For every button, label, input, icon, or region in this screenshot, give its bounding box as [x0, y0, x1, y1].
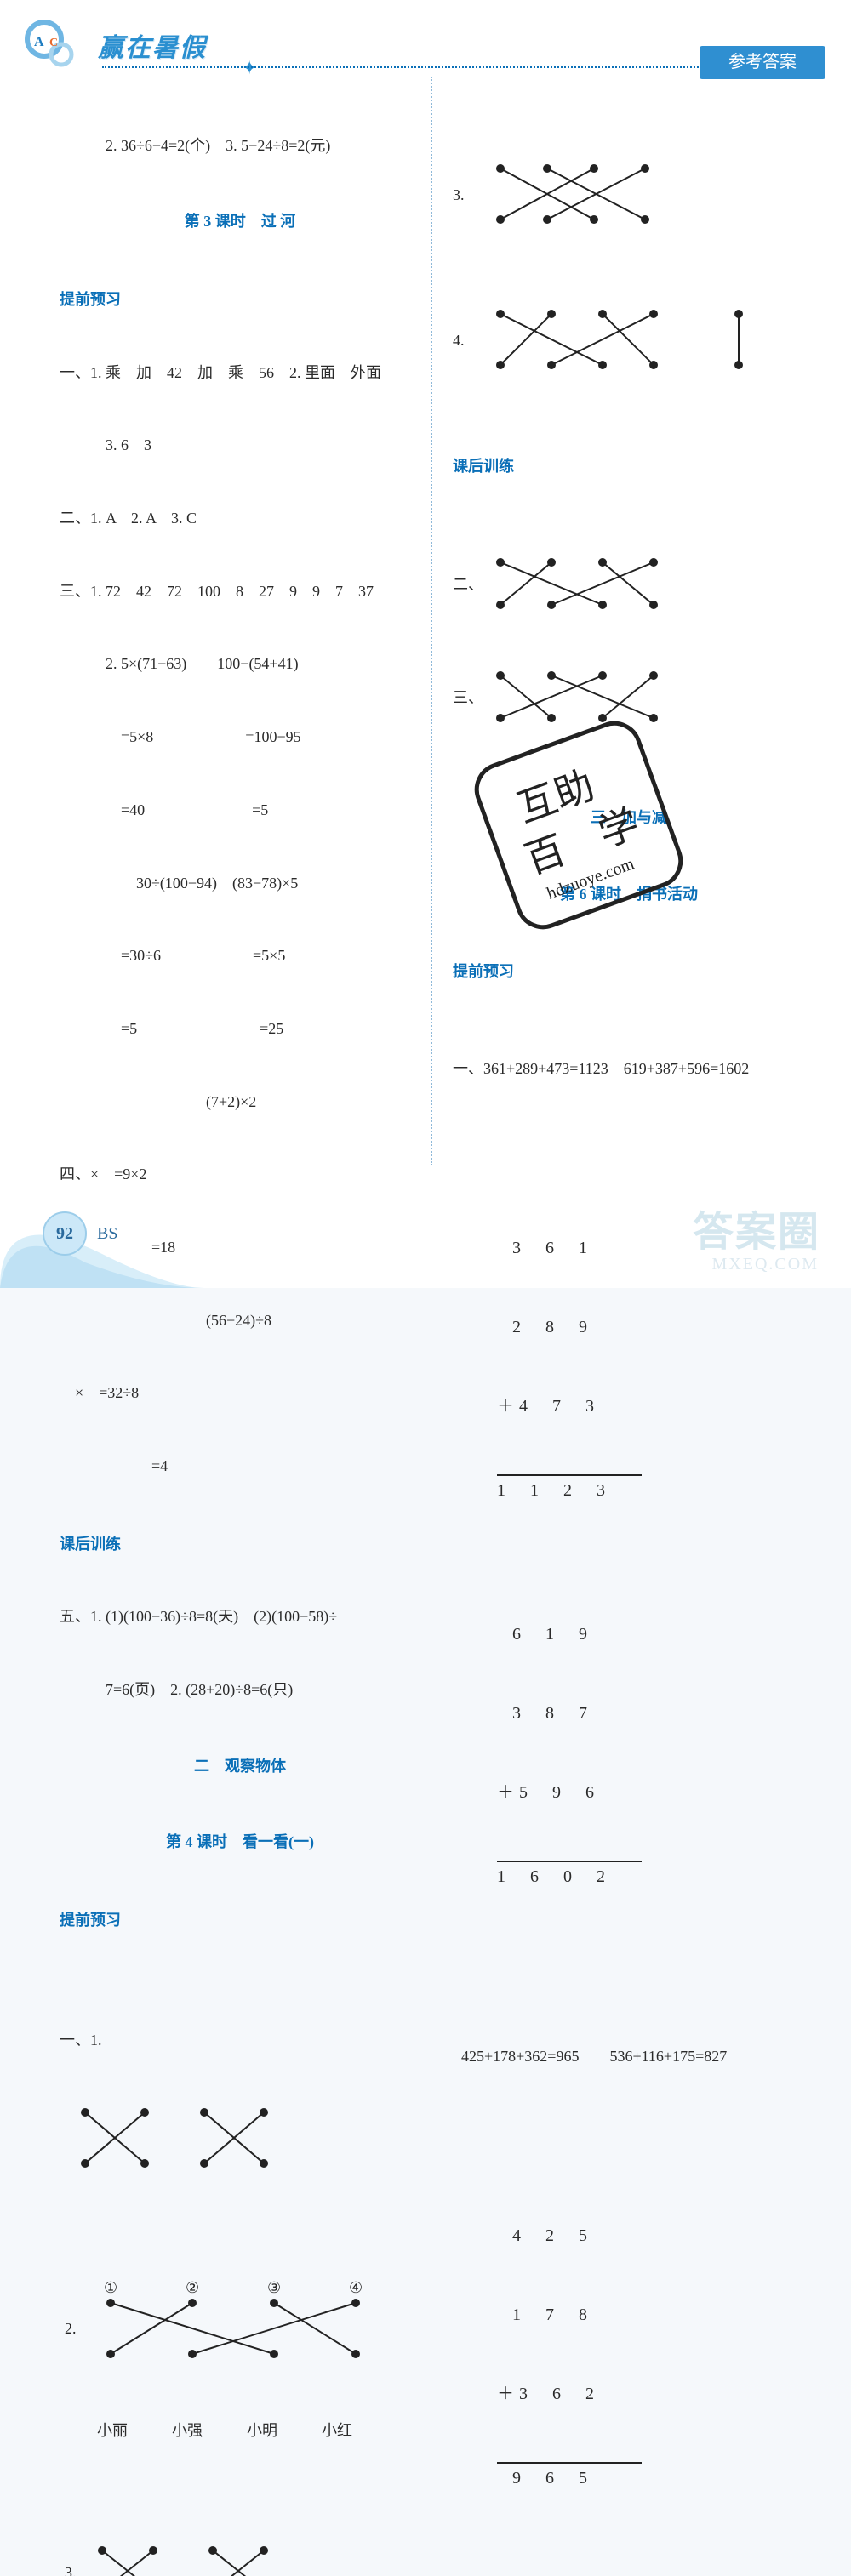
text-line: 三、1. 72 42 72 100 8 27 9 9 7 37 — [60, 580, 420, 604]
logo-icon: A C — [19, 20, 78, 70]
matching-diagram — [483, 667, 679, 727]
label: 三、 — [453, 687, 477, 710]
unit-title: 二 观察物体 — [60, 1755, 420, 1779]
matching-diagram: 3. — [60, 2542, 315, 2576]
vertical-addition: 5 3 6 1 1 6 ＋1 7 5 8 2 7 — [497, 2556, 642, 2576]
text-line: =5×8 =100−95 — [60, 726, 420, 749]
section-preview: 提前预习 — [60, 1909, 420, 1933]
page-header: A C 赢在暑假 ✦ 参考答案 — [0, 0, 851, 77]
section-after: 课后训练 — [453, 455, 805, 479]
text-line: 一、1. 乘 加 42 加 乘 56 2. 里面 外面 — [60, 362, 420, 385]
text-line: 3. 6 3 — [60, 434, 420, 458]
text-line: =5 =25 — [60, 1017, 420, 1041]
svg-text:2.: 2. — [65, 2320, 77, 2337]
unit-title: 三 加与减 — [453, 806, 805, 830]
text-line: =30÷6 =5×5 — [60, 944, 420, 968]
right-column: 3. 4. — [432, 87, 805, 1165]
diagram-row: 三、 — [453, 665, 805, 732]
vertical-addition: 4 2 5 1 7 8 ＋3 6 2 9 6 5 — [497, 2170, 642, 2545]
svg-text:②: ② — [186, 2279, 199, 2296]
text-line: =40 =5 — [60, 799, 420, 823]
label: 4. — [453, 329, 477, 353]
text-line: 2. 36÷6−4=2(个) 3. 5−24÷8=2(元) — [60, 134, 420, 158]
column-divider — [431, 77, 432, 1165]
name-label: 小红 — [322, 2419, 352, 2443]
matching-diagram — [483, 554, 679, 613]
text-line: (7+2)×2 — [60, 1091, 420, 1114]
brand-title: 赢在暑假 — [98, 29, 207, 69]
text-line: × =32÷8 — [60, 1382, 420, 1405]
vertical-addition: 3 6 1 2 8 9 ＋4 7 3 1 1 2 3 — [497, 1183, 642, 1557]
text-line: 30÷(100−94) (83−78)×5 — [60, 872, 420, 896]
svg-text:④: ④ — [349, 2279, 363, 2296]
svg-text:①: ① — [104, 2279, 117, 2296]
section-preview: 提前预习 — [453, 960, 805, 984]
matching-diagram — [60, 2104, 281, 2172]
page-bs-label: BS — [97, 1221, 117, 1247]
text-line: (56−24)÷8 — [60, 1309, 420, 1333]
matching-diagram: ① ② ③ ④ 2. — [60, 2274, 383, 2368]
text-line: 2. 5×(71−63) 100−(54+41) — [60, 653, 420, 676]
diagram-row: 4. — [453, 304, 805, 379]
page-number-badge: 92 — [43, 1211, 87, 1256]
svg-text:③: ③ — [267, 2279, 281, 2296]
addition-row: 4 2 5 1 7 8 ＋3 6 2 9 6 5 5 3 6 1 1 6 ＋1 … — [453, 2142, 805, 2576]
page: A C 赢在暑假 ✦ 参考答案 2. 36÷6−4=2(个) 3. 5−24÷8… — [0, 0, 851, 1288]
name-label: 小丽 — [97, 2419, 128, 2443]
reference-badge: 参考答案 — [700, 46, 825, 79]
section-preview: 提前预习 — [60, 288, 420, 312]
text-line: 四、× =9×2 — [60, 1163, 420, 1187]
vertical-addition: 6 1 9 3 8 7 ＋5 9 6 1 6 0 2 — [497, 1569, 642, 1943]
matching-diagram — [483, 305, 773, 373]
section-after: 课后训练 — [60, 1533, 420, 1557]
text-line: =4 — [60, 1455, 420, 1479]
content-columns: 2. 36÷6−4=2(个) 3. 5−24÷8=2(元) 第 3 课时 过 河… — [0, 77, 851, 1165]
watermark-url: MXEQ.COM — [712, 1251, 819, 1278]
text-line: 一、361+289+473=1123 619+387+596=1602 — [453, 1057, 805, 1081]
svg-text:C: C — [49, 37, 58, 49]
diagram-row: 二、 — [453, 552, 805, 618]
name-label: 小明 — [247, 2419, 277, 2443]
svg-text:A: A — [34, 35, 44, 49]
matching-diagram — [483, 160, 679, 228]
text-line: 425+178+362=965 536+116+175=827 — [453, 2045, 805, 2069]
name-label: 小强 — [172, 2419, 203, 2443]
lesson-title: 第 3 课时 过 河 — [60, 210, 420, 234]
lesson-title: 第 4 课时 看一看(一) — [60, 1831, 420, 1855]
text-line: 二、1. A 2. A 3. C — [60, 507, 420, 531]
lesson-title: 第 6 课时 捐书活动 — [453, 883, 805, 907]
svg-text:3.: 3. — [65, 2564, 77, 2576]
diagram-row: 3. — [453, 158, 805, 233]
names-row: 小丽 小强 小明 小红 — [60, 2419, 420, 2443]
label: 二、 — [453, 573, 477, 597]
label: 一、1. — [60, 2029, 420, 2053]
label: 3. — [453, 184, 477, 208]
left-column: 2. 36÷6−4=2(个) 3. 5−24÷8=2(元) 第 3 课时 过 河… — [60, 87, 432, 1165]
text-line: 7=6(页) 2. (28+20)÷8=6(只) — [60, 1678, 420, 1702]
text-line: 五、1. (1)(100−36)÷8=8(天) (2)(100−58)÷ — [60, 1605, 420, 1629]
